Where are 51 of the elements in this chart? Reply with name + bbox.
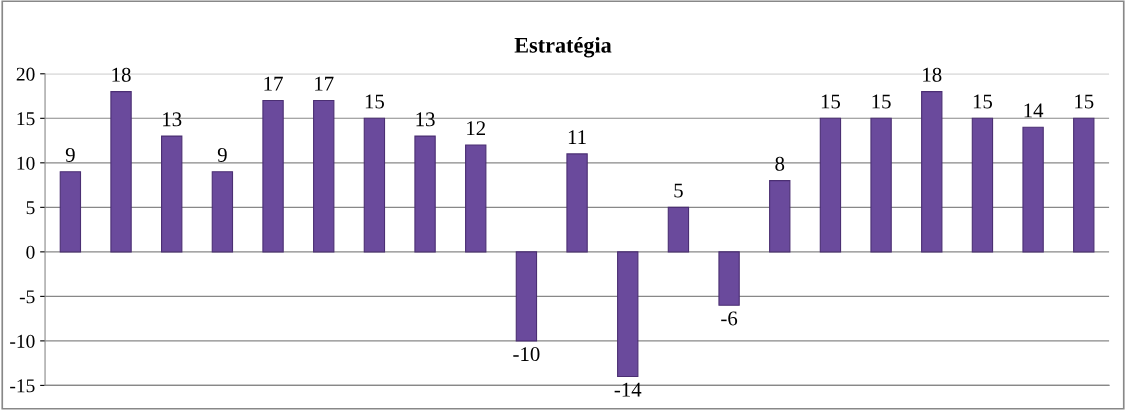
data-label: 9: [217, 147, 227, 162]
bar: [971, 117, 994, 253]
bar: [870, 117, 892, 253]
bar: [110, 91, 132, 253]
data-label: 15: [821, 94, 841, 109]
bar: [414, 135, 436, 253]
y-tick-label: 0: [26, 245, 35, 259]
bar: [465, 144, 487, 253]
data-label: 17: [264, 76, 283, 91]
y-tick-label: 15: [17, 112, 35, 126]
bar: [1022, 126, 1044, 253]
data-label: 15: [973, 94, 993, 109]
y-tick-label: -15: [10, 379, 35, 393]
bar: [313, 99, 335, 253]
data-label: 17: [315, 76, 334, 91]
y-tick-label: 20: [16, 67, 35, 81]
data-label: 8: [775, 156, 785, 171]
bar: [921, 91, 943, 253]
data-label: -10: [513, 347, 540, 362]
data-label: 11: [568, 130, 586, 144]
bar: [161, 135, 183, 253]
data-label: 15: [365, 94, 384, 109]
data-label: 13: [416, 112, 435, 127]
bar: [769, 180, 791, 253]
data-label: -6: [721, 311, 738, 326]
y-tick-label: -5: [19, 290, 35, 304]
bar: [59, 171, 82, 253]
chart-title: Estratégia: [514, 37, 612, 58]
bar: [667, 206, 690, 253]
data-label: 12: [467, 121, 485, 136]
bar: [515, 251, 538, 342]
bar: [566, 153, 588, 253]
y-tick-label: 5: [26, 201, 35, 215]
bar: [819, 117, 842, 253]
data-label: 15: [1075, 94, 1094, 109]
data-label: 14: [1024, 103, 1044, 118]
y-tick-label: 10: [17, 156, 35, 170]
data-label: 15: [872, 94, 891, 109]
bar: [211, 171, 234, 253]
data-label: 18: [923, 67, 942, 82]
bar: [1073, 117, 1095, 253]
bar: [363, 117, 386, 253]
bar: [718, 251, 740, 306]
y-tick-label: -10: [10, 334, 35, 348]
data-label: 9: [65, 147, 75, 162]
bar: [262, 99, 284, 253]
bar: [617, 251, 639, 378]
data-label: 13: [163, 112, 182, 127]
data-label: 18: [112, 67, 131, 82]
data-label: -14: [614, 382, 642, 397]
data-label: 5: [674, 183, 683, 198]
